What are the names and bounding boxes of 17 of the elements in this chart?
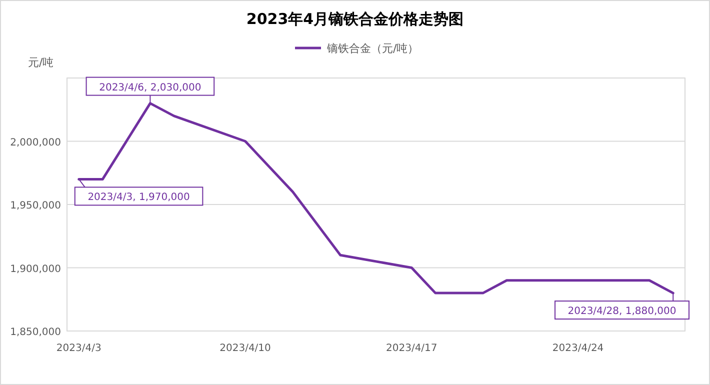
y-tick-label: 1,900,000 [10, 264, 61, 275]
y-tick-label: 2,000,000 [10, 137, 61, 148]
annotation: 2023/4/3, 1,970,000 [74, 178, 204, 206]
y-tick-label: 1,950,000 [10, 200, 61, 212]
annotation: 2023/4/28, 1,880,000 [554, 292, 690, 320]
x-tick-label: 2023/4/17 [386, 343, 438, 354]
x-tick-label: 2023/4/10 [220, 343, 271, 354]
legend-label: 镝铁合金（元/吨） [326, 42, 419, 55]
y-tick-label: 1,850,000 [10, 327, 61, 338]
x-tick-label: 2023/4/3 [56, 343, 102, 354]
y-axis-title: 元/吨 [28, 56, 54, 69]
annotation: 2023/4/28, 1,880,000 [568, 306, 676, 318]
x-tick-label: 2023/4/24 [552, 343, 604, 354]
annotation: 2023/4/3, 1,970,000 [88, 192, 190, 204]
annotation: 2023/4/6, 2,030,000 [99, 82, 202, 94]
annotation: 2023/4/6, 2,030,000 [86, 76, 215, 104]
chart-title: 2023年4月镝铁合金价格走势图 [246, 10, 464, 28]
